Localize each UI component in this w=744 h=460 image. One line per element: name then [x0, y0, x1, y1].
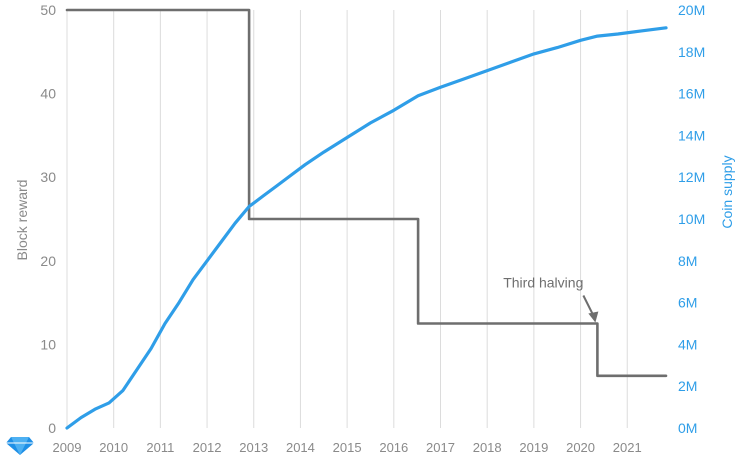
right-tick-label: 20M [678, 2, 705, 18]
x-tick-label: 2020 [566, 440, 595, 455]
x-axis-ticks: 2009 2010 2011 2012 2013 2014 2015 2016 2017 2018… [53, 440, 642, 455]
right-axis-ticks: 0M 2M 4M 6M 8M 10M 12M 14M 16M 18M 20M [678, 2, 705, 436]
left-tick-label: 20 [40, 253, 56, 269]
left-tick-label: 30 [40, 169, 56, 185]
x-tick-label: 2009 [53, 440, 82, 455]
right-tick-label: 10M [678, 211, 705, 227]
x-tick-label: 2015 [333, 440, 362, 455]
x-tick-label: 2021 [613, 440, 642, 455]
x-tick-label: 2011 [146, 440, 174, 455]
right-tick-label: 14M [678, 127, 705, 143]
right-tick-label: 6M [678, 295, 697, 311]
annotation-arrow-head [588, 311, 599, 323]
right-tick-label: 4M [678, 336, 697, 352]
x-tick-label: 2017 [426, 440, 455, 455]
right-axis-title: Coin supply [719, 155, 735, 228]
left-tick-label: 0 [48, 420, 56, 436]
right-tick-label: 16M [678, 86, 705, 102]
annotation-label: Third halving [503, 275, 583, 291]
left-axis-ticks: 0 10 20 30 40 50 [40, 2, 56, 436]
x-tick-label: 2013 [239, 440, 268, 455]
annotation-layer: Third halving [503, 275, 599, 323]
block-reward-line [65, 8, 668, 378]
right-tick-label: 2M [678, 378, 697, 394]
x-tick-label: 2012 [193, 440, 222, 455]
left-axis-title: Block reward [14, 180, 30, 261]
right-tick-label: 12M [678, 169, 705, 185]
coin-supply-line [65, 26, 668, 430]
left-tick-label: 40 [40, 86, 56, 102]
right-tick-label: 18M [678, 44, 705, 60]
x-tick-label: 2016 [379, 440, 408, 455]
x-tick-label: 2014 [286, 440, 315, 455]
left-tick-label: 10 [40, 336, 56, 352]
right-tick-label: 8M [678, 253, 697, 269]
x-tick-label: 2018 [473, 440, 502, 455]
left-tick-label: 50 [40, 2, 56, 18]
brand-logo-icon [6, 437, 34, 455]
x-tick-label: 2019 [519, 440, 548, 455]
x-tick-label: 2010 [99, 440, 128, 455]
right-tick-label: 0M [678, 420, 697, 436]
series-layer [65, 8, 668, 430]
